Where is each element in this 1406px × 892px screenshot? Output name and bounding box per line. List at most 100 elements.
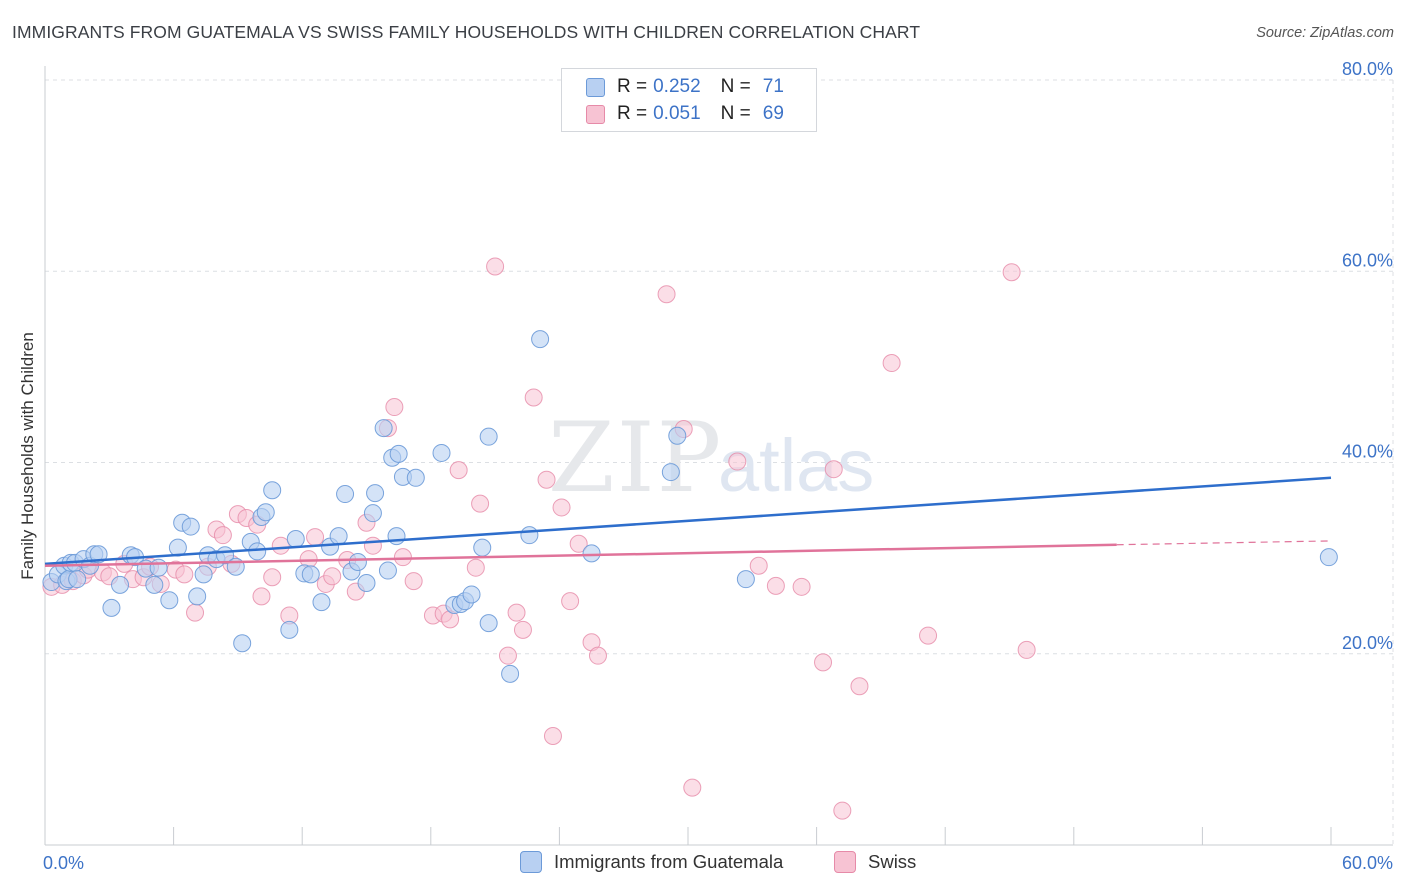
watermark: ZIP atlas: [548, 402, 874, 514]
swiss-point: [543, 726, 562, 745]
swiss-point: [824, 460, 843, 479]
swiss-point: [449, 461, 468, 480]
swiss-point: [524, 388, 543, 407]
guatemala-point: [256, 503, 275, 522]
guatemala-point: [263, 481, 282, 500]
swiss-point: [882, 354, 901, 373]
guatemala-point: [473, 538, 492, 557]
guatemala-point: [374, 419, 393, 438]
guatemala-point: [181, 517, 200, 536]
legend-row-guatemala: R = 0.252 N = 71: [586, 74, 784, 100]
guatemala-point: [348, 552, 367, 571]
guatemala-point: [248, 542, 267, 561]
guatemala-point: [366, 484, 385, 503]
swiss-point: [213, 526, 232, 545]
legend-r-label: R =: [617, 103, 648, 124]
guatemala-point: [668, 426, 687, 445]
source-label: Source: ZipAtlas.com: [1256, 25, 1394, 41]
guatemala-point: [329, 527, 348, 546]
swiss-point: [175, 565, 194, 584]
axes: 20.0% 40.0% 60.0% 80.0% 0.0% 60.0%: [43, 59, 1393, 873]
swiss-point: [657, 285, 676, 304]
legend-n-value: 71: [762, 76, 784, 97]
legend-n-label: N =: [720, 76, 751, 97]
correlation-legend: R = 0.252 N = 71 R = 0.051 N = 69: [561, 68, 817, 132]
y-tick-label: 40.0%: [1342, 442, 1393, 462]
legend-label-guatemala: Immigrants from Guatemala: [554, 851, 784, 872]
legend-r-value: 0.252: [653, 76, 701, 97]
guatemala-point: [145, 575, 164, 594]
y-axis-label: Family Households with Children: [18, 332, 37, 580]
guatemala-point: [194, 565, 213, 584]
y-tick-label: 20.0%: [1342, 633, 1393, 653]
y-tick-label: 60.0%: [1342, 250, 1393, 270]
swiss-point: [569, 534, 588, 553]
guatemala-point: [661, 463, 680, 482]
guatemala-point: [89, 545, 108, 564]
guatemala-point: [111, 575, 130, 594]
guatemala-point: [68, 570, 87, 589]
swiss-point: [588, 646, 607, 665]
swiss-point: [186, 603, 205, 622]
swiss-point: [537, 470, 556, 489]
guatemala-point: [233, 634, 252, 653]
swiss-point: [552, 498, 571, 517]
swiss-point: [683, 778, 702, 797]
swiss-trend-line: [44, 543, 1117, 568]
watermark-zip: ZIP: [548, 402, 723, 514]
legend-r-value: 0.051: [653, 103, 701, 124]
x-tick-label: 0.0%: [43, 853, 84, 873]
swiss-point: [252, 587, 271, 606]
swiss-point: [513, 620, 532, 639]
guatemala-point: [149, 558, 168, 577]
y-tick-label: 80.0%: [1342, 59, 1393, 79]
legend-item-guatemala: Immigrants from Guatemala: [520, 851, 783, 873]
swiss-point: [385, 398, 404, 417]
swiss-point: [561, 592, 580, 611]
guatemala-point: [1319, 548, 1338, 567]
guatemala-point: [387, 527, 406, 546]
swiss-point: [486, 257, 505, 276]
guatemala-point: [301, 565, 320, 584]
swiss-point: [393, 548, 412, 567]
legend-row-swiss: R = 0.051 N = 69: [586, 101, 784, 127]
guatemala-point: [582, 544, 601, 563]
guatemala-trend-line: [44, 476, 1332, 566]
guatemala-point: [357, 573, 376, 592]
swiss-point: [466, 558, 485, 577]
legend-r-label: R =: [617, 76, 648, 97]
swiss-point: [792, 577, 811, 596]
guatemala-point: [479, 614, 498, 633]
swiss-point: [766, 576, 785, 595]
guatemala-point: [286, 530, 305, 548]
swiss-point: [749, 556, 768, 575]
legend-n-value: 69: [762, 103, 784, 124]
swiss-point: [507, 603, 526, 622]
guatemala-point: [406, 468, 425, 487]
swiss-trend-extension: [1116, 540, 1332, 546]
guatemala-point: [531, 330, 550, 349]
swiss-point: [306, 528, 325, 547]
guatemala-point: [462, 585, 481, 604]
guatemala-point: [501, 664, 520, 683]
swiss-point: [363, 536, 382, 555]
swiss-point: [323, 567, 342, 586]
gridlines: [45, 79, 1394, 845]
guatemala-point: [312, 593, 331, 612]
legend-item-swiss: Swiss: [834, 851, 916, 873]
guatemala-point: [432, 443, 451, 462]
swiss-point: [1002, 263, 1021, 282]
guatemala-point: [363, 504, 382, 523]
swiss-point: [833, 801, 852, 820]
legend-swatch-pink: [586, 104, 605, 124]
guatemala-point: [520, 526, 539, 545]
legend-n-label: N =: [720, 103, 751, 124]
guatemala-point: [736, 570, 755, 589]
x-tick-label: 60.0%: [1342, 853, 1393, 873]
swiss-point: [498, 646, 517, 665]
swiss-point: [814, 653, 833, 672]
legend-swatch-pink: [834, 851, 856, 873]
swiss-point: [263, 568, 282, 587]
legend-label-swiss: Swiss: [868, 851, 917, 872]
